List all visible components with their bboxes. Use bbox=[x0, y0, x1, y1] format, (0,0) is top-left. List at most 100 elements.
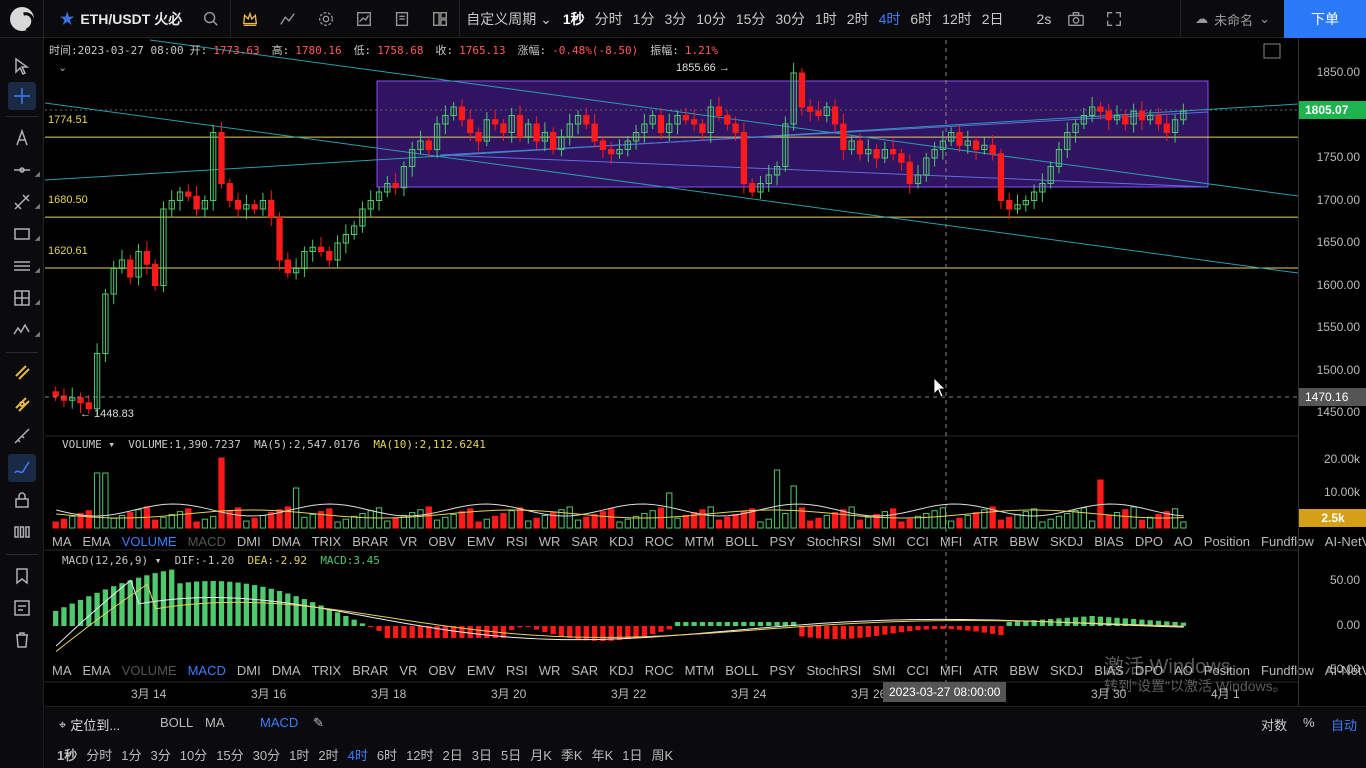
indicator-tab-mtm[interactable]: MTM bbox=[684, 663, 715, 678]
indicator-tab-kdj[interactable]: KDJ bbox=[609, 663, 634, 678]
order-button[interactable]: 下单 bbox=[1284, 0, 1366, 38]
bottom-period-12[interactable]: 2日 bbox=[442, 748, 463, 763]
indicator-tab-cci[interactable]: CCI bbox=[906, 663, 929, 678]
period-4[interactable]: 10分 bbox=[696, 10, 726, 27]
price-axis[interactable]: 1850.001800.001750.001700.001650.001600.… bbox=[1298, 38, 1366, 706]
indicator-tab-bias[interactable]: BIAS bbox=[1094, 534, 1124, 549]
percent-toggle[interactable]: % bbox=[1303, 715, 1315, 730]
log-scale-toggle[interactable]: 对数 bbox=[1261, 718, 1288, 733]
bottom-period-10[interactable]: 6时 bbox=[376, 748, 398, 763]
indicator-tab-mfi[interactable]: MFI bbox=[939, 663, 963, 678]
indicator-tab-mtm[interactable]: MTM bbox=[684, 534, 715, 549]
indicator-tab-sar[interactable]: SAR bbox=[571, 534, 599, 549]
bottom-period-19[interactable]: 周K bbox=[651, 748, 674, 763]
indicator-tab-dmi[interactable]: DMI bbox=[236, 534, 261, 549]
layout-icon[interactable] bbox=[421, 0, 459, 38]
caret-down-icon[interactable]: ▾ bbox=[154, 554, 162, 567]
crown-icon[interactable] bbox=[231, 0, 269, 38]
interval-label[interactable]: 2s bbox=[1036, 10, 1052, 27]
indicator-tab-obv[interactable]: OBV bbox=[428, 534, 456, 549]
period-8[interactable]: 2时 bbox=[846, 10, 869, 27]
template-icon[interactable] bbox=[383, 0, 421, 38]
ruler-icon[interactable] bbox=[8, 422, 36, 450]
indicator-icon[interactable] bbox=[269, 0, 307, 38]
indicator-tab-emv[interactable]: EMV bbox=[466, 663, 496, 678]
lock-icon[interactable] bbox=[8, 486, 36, 514]
period-3[interactable]: 3分 bbox=[664, 10, 687, 27]
indicator-tab-brar[interactable]: BRAR bbox=[352, 663, 389, 678]
bottom-period-2[interactable]: 1分 bbox=[121, 748, 142, 763]
bottom-period-9[interactable]: 4时 bbox=[347, 748, 368, 763]
crosshair-icon[interactable] bbox=[8, 82, 36, 110]
indicator-tab-wr[interactable]: WR bbox=[538, 663, 561, 678]
overlay-boll[interactable]: BOLL bbox=[160, 715, 194, 730]
period-11[interactable]: 12时 bbox=[942, 10, 972, 27]
indicator-tab-smi[interactable]: SMI bbox=[872, 534, 896, 549]
indicator-tab-skdj[interactable]: SKDJ bbox=[1049, 663, 1084, 678]
indicator-tab-macd[interactable]: MACD bbox=[187, 534, 226, 549]
bottom-period-1[interactable]: 分时 bbox=[86, 748, 113, 763]
magnet-icon[interactable] bbox=[8, 358, 36, 386]
bottom-period-14[interactable]: 5日 bbox=[501, 748, 522, 763]
date-axis[interactable]: 3月 14 3月 16 3月 18 3月 20 3月 22 3月 24 3月 26 3月 30… bbox=[45, 682, 1298, 704]
bottom-period-13[interactable]: 3日 bbox=[471, 748, 492, 763]
edit-icon[interactable]: ✎ bbox=[313, 715, 324, 730]
pen-drawing-icon[interactable] bbox=[8, 454, 36, 482]
bottom-period-7[interactable]: 1时 bbox=[289, 748, 310, 763]
cursor-arrow-icon[interactable] bbox=[8, 52, 36, 80]
indicator-tab-dma[interactable]: DMA bbox=[271, 663, 301, 678]
parallel-lines-icon[interactable]: ◢ bbox=[14, 261, 40, 274]
indicator-tab-ao[interactable]: AO bbox=[1173, 663, 1193, 678]
volume-name[interactable]: VOLUME bbox=[62, 438, 102, 451]
indicator-tab-bbw[interactable]: BBW bbox=[1009, 534, 1039, 549]
rectangle-tool-icon[interactable]: ◢ bbox=[8, 220, 40, 248]
bottom-period-17[interactable]: 年K bbox=[591, 748, 614, 763]
indicator-tab-vr[interactable]: VR bbox=[399, 663, 418, 678]
indicator-tab-ma[interactable]: MA bbox=[52, 534, 72, 549]
indicator-tab-macd[interactable]: MACD bbox=[187, 663, 226, 678]
bottom-period-8[interactable]: 2时 bbox=[318, 748, 339, 763]
bottom-period-15[interactable]: 月K bbox=[530, 748, 552, 763]
macd-name[interactable]: MACD(12,26,9) bbox=[62, 554, 149, 567]
indicator-tab-dma[interactable]: DMA bbox=[271, 534, 301, 549]
search-icon[interactable] bbox=[192, 0, 230, 38]
bottom-period-16[interactable]: 季K bbox=[560, 748, 583, 763]
trash-icon[interactable] bbox=[8, 626, 36, 654]
chart-type-icon[interactable] bbox=[345, 0, 383, 38]
indicator-tab-bias[interactable]: BIAS bbox=[1094, 663, 1124, 678]
indicator-tab-ma[interactable]: MA bbox=[52, 663, 72, 678]
settings-gear-icon[interactable] bbox=[307, 0, 345, 38]
locate-button[interactable]: ⌖ 定位到... bbox=[59, 715, 120, 734]
period-9[interactable]: 4时 bbox=[878, 10, 901, 27]
indicator-tab-brar[interactable]: BRAR bbox=[352, 534, 389, 549]
period-7[interactable]: 1时 bbox=[814, 10, 837, 27]
indicator-tab-smi[interactable]: SMI bbox=[872, 663, 896, 678]
indicator-tab-volume[interactable]: VOLUME bbox=[121, 663, 177, 678]
wave-tool-icon[interactable]: ◢ bbox=[8, 316, 40, 344]
indicator-tab-vr[interactable]: VR bbox=[399, 534, 418, 549]
edit-list-icon[interactable] bbox=[8, 594, 36, 622]
auto-scale-toggle[interactable]: 自动 bbox=[1331, 718, 1358, 733]
indicator-tab-mfi[interactable]: MFI bbox=[939, 534, 963, 549]
period-1[interactable]: 分时 bbox=[594, 10, 623, 27]
strong-magnet-icon[interactable] bbox=[8, 390, 36, 418]
indicator-tab-fundflow[interactable]: Fundflow bbox=[1261, 663, 1314, 678]
indicator-tab-position[interactable]: Position bbox=[1203, 534, 1251, 549]
caret-down-icon[interactable]: ▾ bbox=[108, 438, 115, 451]
indicator-tab-skdj[interactable]: SKDJ bbox=[1049, 534, 1084, 549]
grid-tool-icon[interactable]: ◢ bbox=[8, 284, 40, 312]
indicator-tab-roc[interactable]: ROC bbox=[644, 534, 674, 549]
indicator-tab-obv[interactable]: OBV bbox=[428, 663, 456, 678]
indicator-tab-kdj[interactable]: KDJ bbox=[609, 534, 634, 549]
camera-icon[interactable] bbox=[1057, 0, 1095, 38]
bookmark-icon[interactable] bbox=[8, 562, 36, 590]
indicator-tab-trix[interactable]: TRIX bbox=[311, 534, 342, 549]
indicator-tab-wr[interactable]: WR bbox=[538, 534, 561, 549]
period-12[interactable]: 2日 bbox=[981, 10, 1004, 27]
overlay-ma[interactable]: MA bbox=[205, 715, 225, 730]
indicator-tab-rsi[interactable]: RSI bbox=[506, 534, 528, 549]
indicator-tab-bbw[interactable]: BBW bbox=[1009, 663, 1039, 678]
bottom-period-18[interactable]: 1日 bbox=[622, 748, 643, 763]
fib-tool-icon[interactable]: ◢ bbox=[8, 188, 40, 216]
